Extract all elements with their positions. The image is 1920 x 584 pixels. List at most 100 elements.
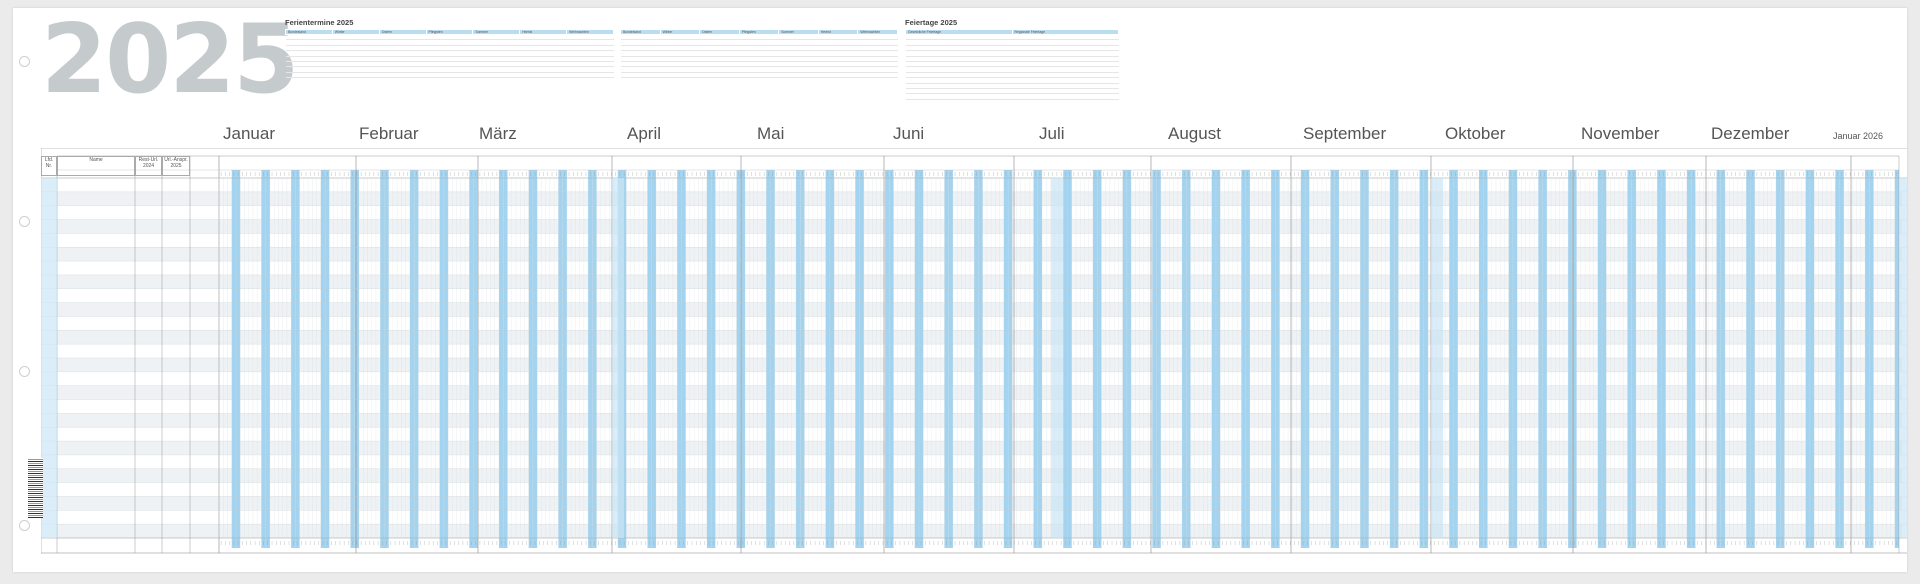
weekend-stripe [562, 170, 567, 548]
weekend-stripe [1037, 170, 1043, 548]
school-holidays-title: Ferientermine 2025 [285, 18, 354, 27]
weekend-stripe [677, 170, 682, 548]
weekend-stripe [1275, 170, 1280, 548]
month-label: September [1303, 124, 1387, 143]
weekend-stripe [885, 170, 890, 548]
weekend-stripe [1449, 170, 1454, 548]
weekend-stripe [231, 170, 236, 548]
weekend-stripe [711, 170, 716, 548]
school-holidays-block: Ferientermine 2025 Bundesland Winter Oster… [285, 18, 898, 79]
weekend-stripe [1389, 170, 1395, 548]
weekend-stripe [469, 170, 474, 548]
table-row [905, 72, 1119, 79]
weekend-stripe [622, 170, 627, 548]
weekend-stripe [1334, 170, 1339, 548]
public-holidays-block: Feiertage 2025 Gesetzliche Feiertage Regi… [905, 18, 1119, 100]
weekend-stripe [1597, 170, 1603, 548]
weekend-stripe [1330, 170, 1335, 548]
weekend-stripe [978, 170, 983, 548]
weekend-stripe [1152, 170, 1157, 548]
weekend-stripe [1809, 170, 1815, 548]
weekend-stripe [1805, 170, 1810, 548]
weekend-stripe [706, 170, 712, 548]
weekend-stripe [1627, 170, 1632, 548]
weekend-stripe [499, 170, 504, 548]
weekend-stripe [681, 170, 686, 548]
weekend-stripe [1003, 170, 1009, 548]
weekend-stripe [532, 170, 538, 548]
weekend-stripe [1746, 170, 1751, 548]
weekend-stripe [1097, 170, 1102, 548]
weekend-stripe [800, 170, 805, 548]
barcode-image [28, 458, 43, 518]
row-number-strip [1051, 178, 1063, 538]
weekend-stripe [1033, 170, 1038, 548]
weekend-stripe [1542, 170, 1547, 548]
weekend-stripe [1775, 170, 1781, 548]
month-label: Juli [1039, 124, 1065, 143]
weekend-stripe [1691, 170, 1696, 548]
weekend-stripe [651, 170, 656, 548]
weekend-stripe [1839, 170, 1844, 548]
weekend-stripe [414, 170, 419, 548]
weekend-stripe [235, 170, 241, 548]
weekend-stripe [795, 170, 801, 548]
table-row [285, 50, 614, 57]
weekend-stripe [503, 170, 508, 548]
weekend-stripe [1657, 170, 1662, 548]
weekend-stripe [974, 170, 979, 548]
weekend-stripe [1394, 170, 1399, 548]
weekend-stripe [736, 170, 741, 548]
weekend-stripe [1479, 170, 1484, 548]
month-label: Januar [223, 124, 275, 143]
weekend-stripe [1305, 170, 1310, 548]
month-label: Juni [893, 124, 925, 143]
weekend-stripe [1364, 170, 1369, 548]
weekend-stripe [1126, 170, 1132, 548]
punch-hole [19, 366, 30, 377]
weekend-stripe [1063, 170, 1068, 548]
weekend-stripe [1602, 170, 1607, 548]
name-column-header: Name [57, 156, 135, 176]
weekend-stripe [1869, 170, 1874, 548]
weekend-stripe [265, 170, 270, 548]
row-number-strip [41, 178, 57, 538]
rest-vacation-label: Rest-Url. 2024 [138, 157, 159, 169]
row-number-label: Lfd. Nr. [44, 157, 54, 169]
weekend-stripe [558, 170, 563, 548]
weekend-stripe [1122, 170, 1127, 548]
weekend-stripe [439, 170, 444, 548]
punch-hole [19, 520, 30, 531]
vacation-claim-label: Url.-Anspr. 2025 [164, 157, 188, 169]
table-row [620, 34, 898, 41]
table-row [285, 61, 614, 68]
weekend-stripe [825, 170, 830, 548]
weekend-stripe [1241, 170, 1246, 548]
weekend-stripe [1835, 170, 1840, 548]
weekend-stripe [855, 170, 860, 548]
table-row [905, 88, 1119, 95]
weekend-stripe [1360, 170, 1365, 548]
weekend-stripe [592, 170, 597, 548]
weekend-stripe [1661, 170, 1666, 548]
vacation-claim-header: Url.-Anspr. 2025 [162, 156, 190, 176]
punch-hole [19, 216, 30, 227]
weekend-stripe [766, 170, 771, 548]
weekend-stripe [1156, 170, 1161, 548]
weekend-stripe [1750, 170, 1755, 548]
weekend-stripe [944, 170, 949, 548]
rest-vacation-header: Rest-Url. 2024 [135, 156, 162, 176]
table-row [285, 45, 614, 52]
weekend-stripe [1008, 170, 1013, 548]
weekend-stripe [1865, 170, 1870, 548]
table-row [620, 61, 898, 68]
table-row [620, 45, 898, 52]
weekend-stripe [261, 170, 266, 548]
weekend-stripe [919, 170, 924, 548]
table-row [285, 72, 614, 79]
month-label: April [627, 124, 662, 143]
weekend-stripe [1780, 170, 1785, 548]
month-label: März [479, 124, 517, 143]
table-row [905, 77, 1119, 84]
table-row [905, 83, 1119, 89]
